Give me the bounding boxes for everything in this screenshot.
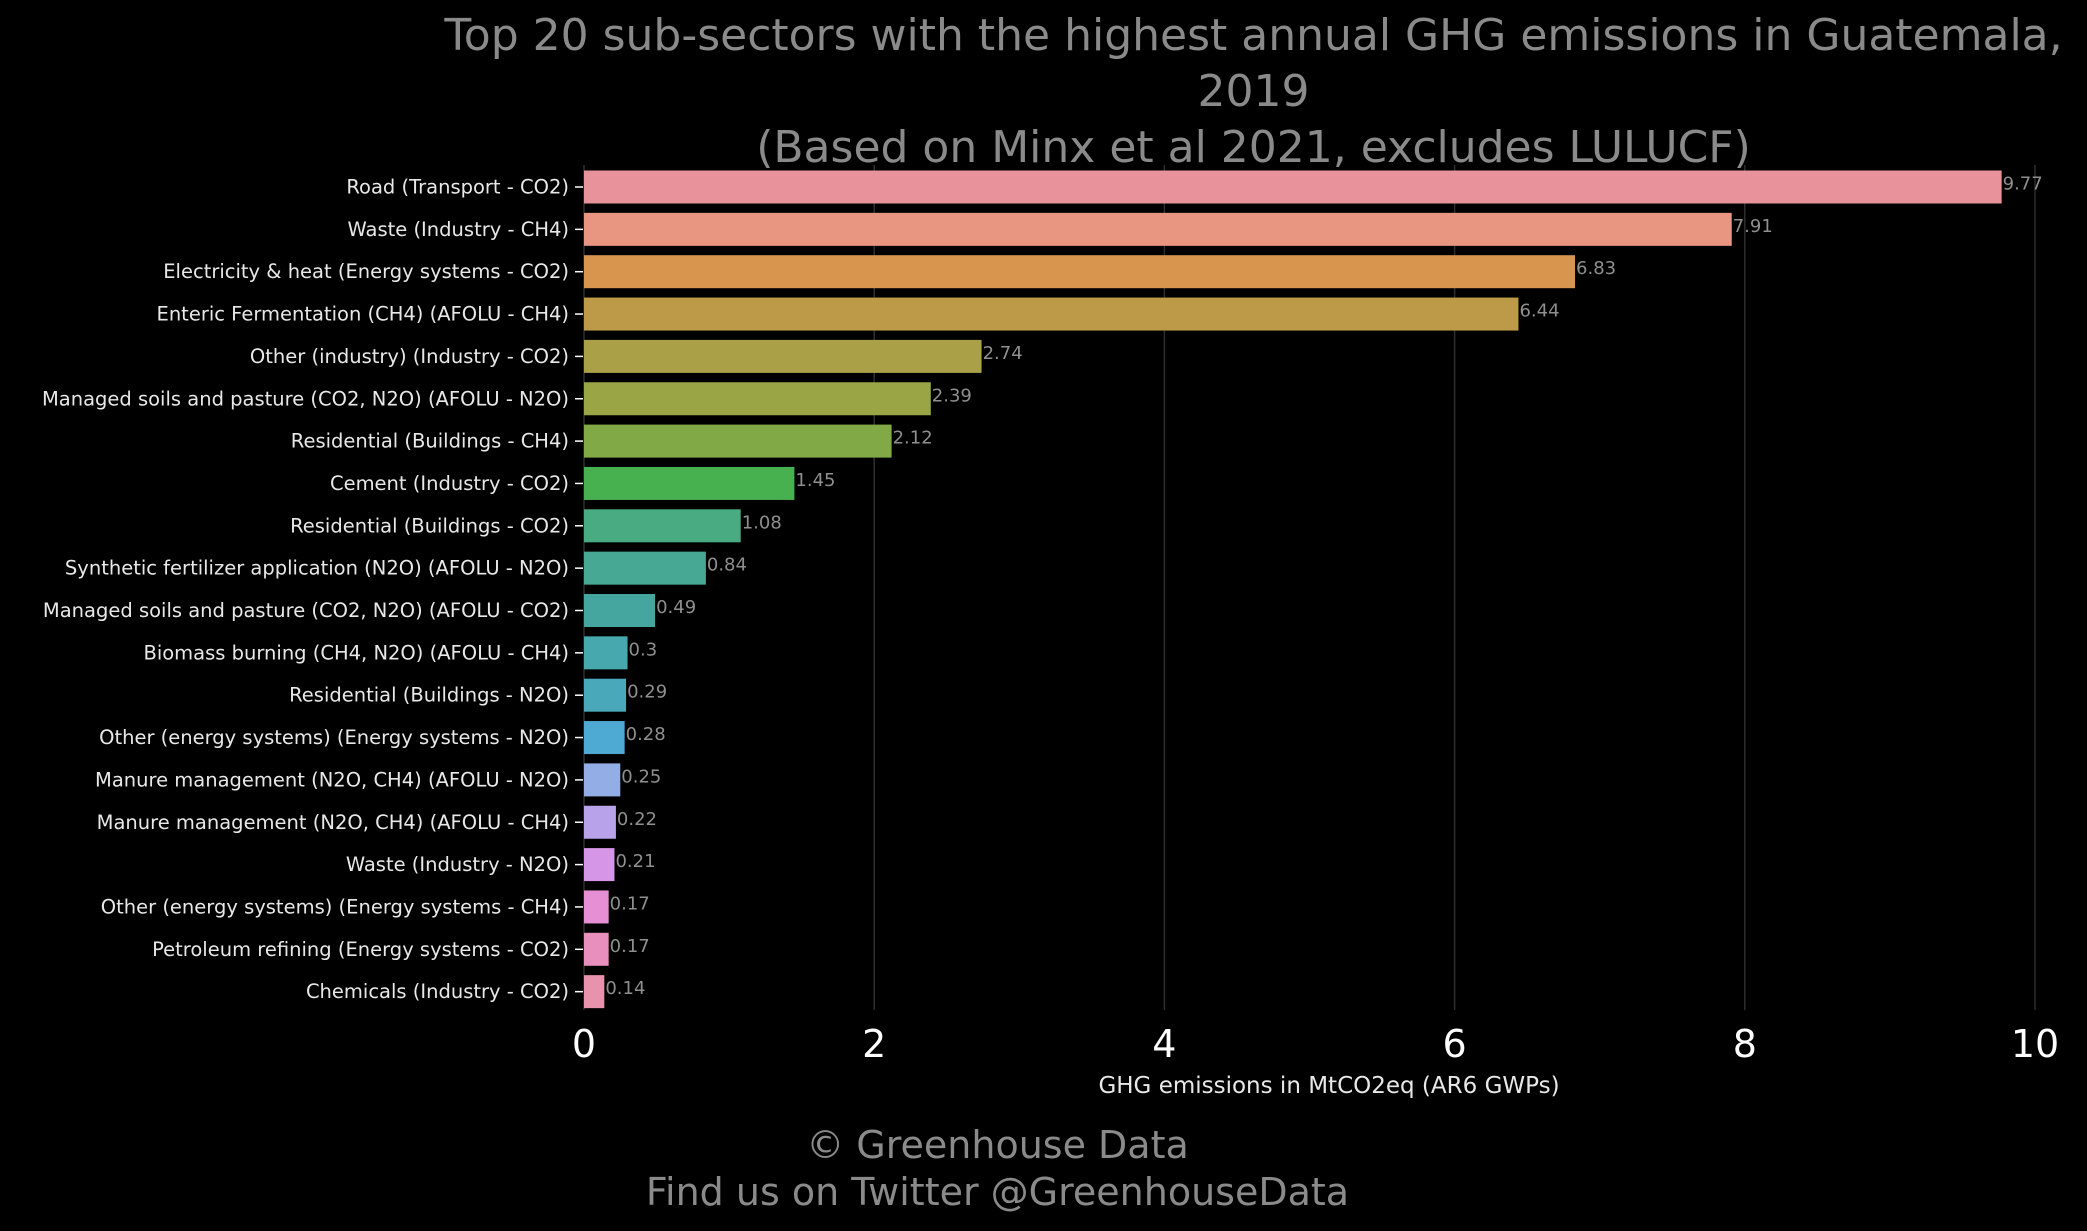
bar (584, 890, 609, 924)
value-label: 0.21 (615, 851, 655, 872)
value-label: 2.39 (932, 385, 972, 406)
category-label: Other (energy systems) (Energy systems -… (99, 726, 569, 749)
x-tick-label: 4 (1152, 1022, 1176, 1066)
x-tick-layer: 0 2 4 6 8 10 (572, 1022, 2059, 1066)
grid-layer (583, 165, 2036, 1010)
value-label: 1.08 (742, 512, 782, 533)
bar (584, 382, 931, 416)
category-label: Managed soils and pasture (CO2, N2O) (AF… (43, 599, 569, 622)
bar (584, 975, 605, 1009)
category-label: Waste (Industry - N2O) (346, 853, 569, 876)
value-label: 6.83 (1576, 258, 1616, 279)
value-label: 0.17 (610, 893, 650, 914)
bar (584, 255, 1576, 289)
x-tick-label: 8 (1733, 1022, 1757, 1066)
bar (584, 594, 656, 627)
x-tick-label: 2 (862, 1022, 886, 1066)
bar-layer (584, 170, 2002, 1009)
category-label: Other (energy systems) (Energy systems -… (101, 895, 569, 918)
category-label: Electricity & heat (Energy systems - CO2… (163, 260, 569, 283)
bar (584, 721, 625, 755)
bar (584, 424, 892, 458)
category-label: Manure management (N2O, CH4) (AFOLU - CH… (97, 811, 569, 834)
bar (584, 170, 2002, 204)
bar (584, 339, 982, 373)
category-label: Enteric Fermentation (CH4) (AFOLU - CH4) (157, 303, 570, 326)
x-tick-label: 0 (572, 1022, 596, 1066)
category-label: Managed soils and pasture (CO2, N2O) (AF… (42, 387, 569, 410)
category-label: Petroleum refining (Energy systems - CO2… (152, 938, 569, 961)
value-label: 0.17 (610, 936, 650, 957)
value-label: 0.25 (621, 766, 661, 787)
x-axis-label: GHG emissions in MtCO2eq (AR6 GWPs) (1098, 1073, 1559, 1099)
value-label: 0.29 (627, 682, 667, 703)
value-label: 0.14 (605, 978, 645, 999)
chart-title: Top 20 sub-sectors with the highest annu… (0, 8, 2087, 176)
value-label: 7.91 (1733, 216, 1773, 237)
bar (584, 805, 616, 839)
value-label: 0.84 (707, 555, 747, 576)
value-label-layer: 9.77 7.91 6.83 6.44 2.74 2.39 2.12 1.45 1.08 0.84… (605, 174, 2042, 1000)
bar (584, 678, 627, 712)
category-label-layer: Road (Transport - CO2) Waste (Industry - … (42, 176, 583, 1003)
value-label: 1.45 (795, 470, 835, 491)
footer: © Greenhouse Data Find us on Twitter @Gr… (0, 1122, 1995, 1216)
footer-copyright: © Greenhouse Data (806, 1123, 1189, 1167)
bar (584, 932, 609, 966)
bar (584, 466, 795, 500)
chart-title-line-2: (Based on Minx et al 2021, excludes LULU… (756, 122, 1751, 173)
value-label: 9.77 (2003, 174, 2043, 195)
category-label: Road (Transport - CO2) (346, 176, 569, 199)
footer-twitter: Find us on Twitter @GreenhouseData (645, 1170, 1350, 1214)
category-label: Chemicals (Industry - CO2) (306, 980, 569, 1003)
value-label: 0.49 (656, 597, 696, 618)
category-label: Residential (Buildings - CH4) (291, 430, 569, 453)
value-label: 0.22 (617, 809, 657, 830)
category-label: Other (industry) (Industry - CO2) (250, 345, 569, 368)
category-label: Manure management (N2O, CH4) (AFOLU - N2… (95, 768, 569, 791)
value-label: 6.44 (1519, 301, 1559, 322)
bar (584, 636, 628, 670)
x-tick-label: 6 (1443, 1022, 1467, 1066)
value-label: 2.74 (983, 343, 1023, 364)
bar (584, 297, 1519, 331)
chart-title-line-1: Top 20 sub-sectors with the highest annu… (444, 10, 2063, 117)
value-label: 0.28 (626, 724, 666, 745)
category-label: Residential (Buildings - N2O) (289, 684, 569, 707)
value-label: 2.12 (893, 428, 933, 449)
bar (584, 848, 615, 882)
bar (584, 212, 1732, 246)
bar (584, 509, 741, 543)
category-label: Cement (Industry - CO2) (330, 472, 569, 495)
x-tick-label: 10 (2011, 1022, 2059, 1066)
category-label: Waste (Industry - CH4) (347, 218, 569, 241)
category-label: Biomass burning (CH4, N2O) (AFOLU - CH4) (143, 641, 569, 664)
bar (584, 551, 706, 585)
value-label: 0.3 (629, 639, 658, 660)
bar (584, 763, 621, 797)
category-label: Synthetic fertilizer application (N2O) (… (65, 557, 569, 580)
category-label: Residential (Buildings - CO2) (290, 514, 569, 537)
